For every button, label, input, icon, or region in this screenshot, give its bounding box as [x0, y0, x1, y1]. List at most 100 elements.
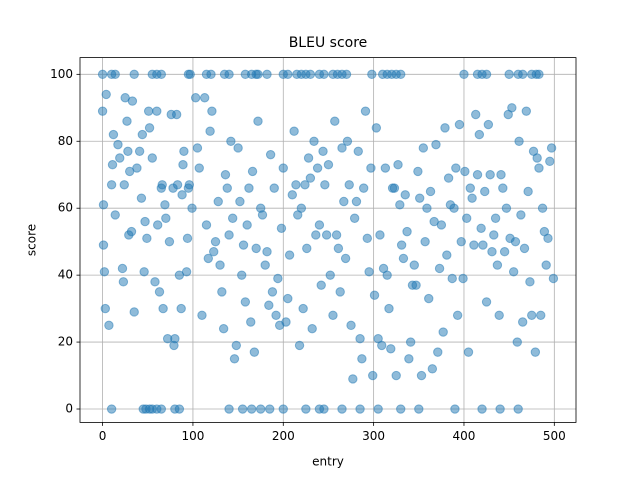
point: [107, 159, 118, 170]
point: [177, 190, 187, 200]
point: [176, 303, 186, 314]
point: [320, 180, 330, 190]
plot-frame: [79, 57, 577, 423]
point: [237, 270, 247, 280]
x-tick-label: 0: [99, 429, 107, 443]
point: [152, 220, 163, 230]
point: [523, 186, 533, 197]
point: [305, 173, 316, 183]
point: [287, 190, 298, 200]
point: [289, 126, 299, 136]
point: [472, 170, 483, 180]
point: [246, 317, 256, 327]
point: [178, 159, 188, 170]
point: [368, 370, 378, 381]
point: [404, 354, 414, 364]
point: [129, 69, 139, 80]
point: [483, 119, 494, 130]
point: [117, 263, 128, 274]
point: [541, 260, 551, 270]
point: [485, 170, 495, 180]
point: [508, 267, 519, 277]
point: [434, 263, 445, 274]
point: [253, 116, 263, 126]
point: [436, 220, 447, 230]
point: [115, 153, 125, 163]
point: [160, 200, 170, 210]
point: [393, 159, 403, 170]
point: [545, 156, 555, 167]
point: [182, 233, 193, 244]
point: [187, 203, 197, 213]
point: [265, 149, 276, 160]
point: [172, 180, 183, 190]
point: [459, 69, 469, 80]
point: [242, 220, 252, 230]
point: [467, 193, 477, 203]
point: [265, 404, 275, 414]
point: [504, 69, 514, 80]
point: [357, 354, 367, 364]
point: [358, 183, 369, 193]
point: [519, 243, 530, 254]
point: [199, 93, 210, 103]
point: [156, 69, 167, 80]
point: [209, 247, 219, 257]
point: [499, 247, 510, 257]
point: [301, 404, 311, 414]
point: [203, 253, 213, 264]
point: [319, 69, 329, 80]
point: [224, 230, 234, 240]
point: [537, 203, 548, 213]
point: [427, 364, 438, 374]
point: [443, 173, 454, 183]
point: [129, 307, 139, 317]
point: [411, 280, 421, 290]
point: [461, 213, 472, 223]
point: [366, 163, 376, 173]
point: [156, 404, 167, 414]
point: [197, 310, 207, 321]
point: [118, 277, 129, 287]
point: [247, 166, 258, 177]
point: [136, 193, 147, 203]
y-axis-label: score: [25, 224, 39, 256]
point: [213, 196, 223, 207]
point: [442, 250, 452, 260]
point: [495, 404, 505, 414]
point: [157, 180, 167, 190]
point: [525, 277, 535, 287]
point: [309, 136, 319, 146]
point: [414, 404, 424, 414]
point: [291, 180, 301, 190]
point: [106, 180, 117, 190]
point: [477, 404, 487, 414]
point: [251, 243, 261, 254]
point: [229, 354, 240, 364]
point: [305, 69, 316, 80]
point: [521, 106, 532, 116]
point: [494, 310, 504, 321]
point: [269, 183, 279, 193]
point: [409, 260, 419, 270]
point: [99, 267, 110, 277]
point: [185, 69, 195, 80]
point: [283, 293, 293, 304]
point: [307, 323, 317, 334]
point: [119, 180, 129, 190]
point: [222, 183, 232, 193]
point: [132, 163, 142, 173]
point: [170, 334, 180, 344]
point: [140, 216, 150, 227]
point: [433, 347, 443, 357]
point: [226, 136, 236, 146]
point: [377, 340, 387, 351]
point: [312, 163, 323, 173]
point: [489, 230, 499, 240]
point: [532, 153, 542, 163]
point: [438, 327, 448, 337]
point: [416, 370, 427, 381]
point: [267, 287, 278, 297]
point: [348, 374, 358, 384]
point: [369, 290, 380, 300]
